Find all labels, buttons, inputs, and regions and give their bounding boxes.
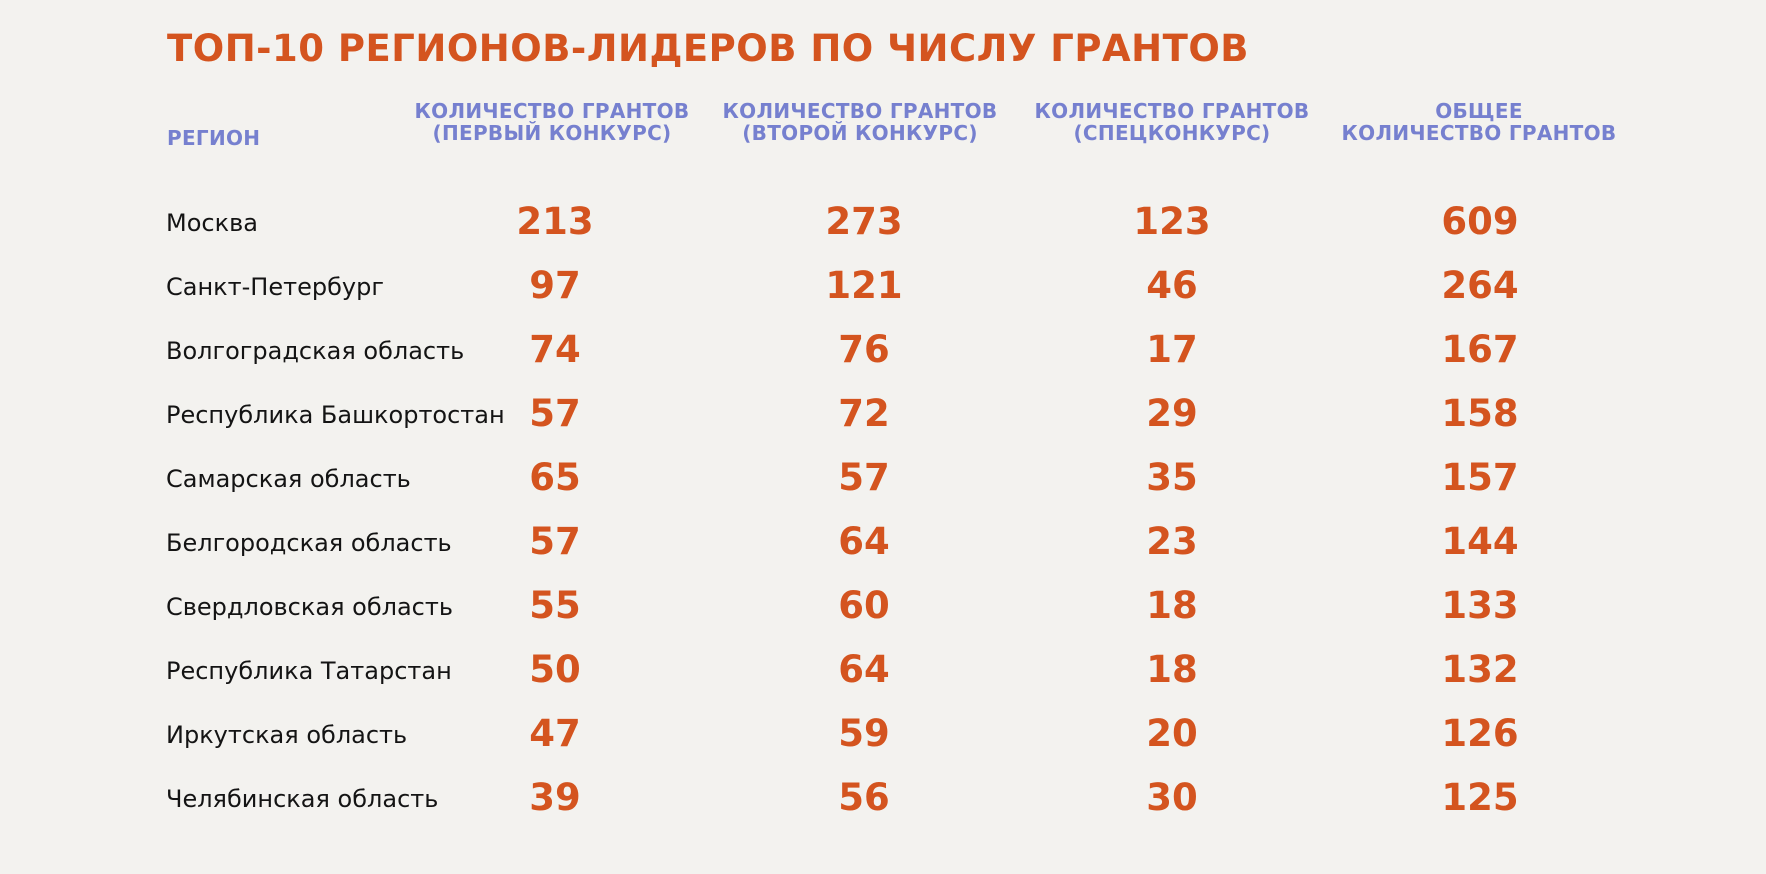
region-name: Белгородская область <box>166 529 452 557</box>
value-second-contest: 56 <box>838 776 890 819</box>
header-total: ОБЩЕЕ КОЛИЧЕСТВО ГРАНТОВ <box>1342 100 1617 144</box>
value-first-contest: 74 <box>529 328 581 371</box>
table-row: Белгородская область 57 64 23 144 <box>0 511 1766 575</box>
region-name: Санкт-Петербург <box>166 273 384 301</box>
header-special-contest: КОЛИЧЕСТВО ГРАНТОВ (СПЕЦКОНКУРС) <box>1035 100 1310 144</box>
header-total-line1: ОБЩЕЕ <box>1435 99 1523 123</box>
value-first-contest: 57 <box>529 392 581 435</box>
value-special-contest: 17 <box>1146 328 1198 371</box>
region-name: Челябинская область <box>166 785 439 813</box>
region-name: Иркутская область <box>166 721 408 749</box>
value-special-contest: 30 <box>1146 776 1198 819</box>
value-total: 126 <box>1441 712 1519 755</box>
region-name: Республика Башкортостан <box>166 401 505 429</box>
header-first-contest-line1: КОЛИЧЕСТВО ГРАНТОВ <box>414 99 690 123</box>
header-total-line2: КОЛИЧЕСТВО ГРАНТОВ <box>1341 121 1617 145</box>
region-name: Волгоградская область <box>166 337 465 365</box>
value-total: 167 <box>1441 328 1519 371</box>
value-first-contest: 97 <box>529 264 581 307</box>
region-name: Самарская область <box>166 465 411 493</box>
table-row: Самарская область 65 57 35 157 <box>0 447 1766 511</box>
value-second-contest: 57 <box>838 456 890 499</box>
value-second-contest: 60 <box>838 584 890 627</box>
value-total: 609 <box>1441 200 1519 243</box>
value-first-contest: 213 <box>516 200 594 243</box>
value-total: 133 <box>1441 584 1519 627</box>
table-row: Москва 213 273 123 609 <box>0 191 1766 255</box>
value-special-contest: 123 <box>1133 200 1211 243</box>
value-special-contest: 46 <box>1146 264 1198 307</box>
header-first-contest-line2: (ПЕРВЫЙ КОНКУРС) <box>432 121 672 145</box>
value-total: 158 <box>1441 392 1519 435</box>
value-second-contest: 121 <box>825 264 903 307</box>
region-name: Республика Татарстан <box>166 657 452 685</box>
header-special-contest-line2: (СПЕЦКОНКУРС) <box>1073 121 1271 145</box>
header-second-contest: КОЛИЧЕСТВО ГРАНТОВ (ВТОРОЙ КОНКУРС) <box>723 100 998 144</box>
value-first-contest: 47 <box>529 712 581 755</box>
value-special-contest: 18 <box>1146 648 1198 691</box>
table-row: Иркутская область 47 59 20 126 <box>0 703 1766 767</box>
value-second-contest: 64 <box>838 520 890 563</box>
value-second-contest: 59 <box>838 712 890 755</box>
value-first-contest: 57 <box>529 520 581 563</box>
value-second-contest: 64 <box>838 648 890 691</box>
table-row: Республика Татарстан 50 64 18 132 <box>0 639 1766 703</box>
value-special-contest: 23 <box>1146 520 1198 563</box>
table-row: Волгоградская область 74 76 17 167 <box>0 319 1766 383</box>
table-row: Санкт-Петербург 97 121 46 264 <box>0 255 1766 319</box>
header-special-contest-line1: КОЛИЧЕСТВО ГРАНТОВ <box>1034 99 1310 123</box>
value-total: 144 <box>1441 520 1519 563</box>
value-first-contest: 55 <box>529 584 581 627</box>
value-total: 132 <box>1441 648 1519 691</box>
region-name: Свердловская область <box>166 593 453 621</box>
value-total: 157 <box>1441 456 1519 499</box>
value-special-contest: 20 <box>1146 712 1198 755</box>
value-total: 264 <box>1441 264 1519 307</box>
value-second-contest: 72 <box>838 392 890 435</box>
header-first-contest: КОЛИЧЕСТВО ГРАНТОВ (ПЕРВЫЙ КОНКУРС) <box>415 100 690 144</box>
table-row: Свердловская область 55 60 18 133 <box>0 575 1766 639</box>
header-second-contest-line2: (ВТОРОЙ КОНКУРС) <box>742 121 978 145</box>
header-second-contest-line1: КОЛИЧЕСТВО ГРАНТОВ <box>722 99 998 123</box>
table-body: Москва 213 273 123 609 Санкт-Петербург 97 121 46… <box>0 191 1766 831</box>
value-special-contest: 29 <box>1146 392 1198 435</box>
value-second-contest: 76 <box>838 328 890 371</box>
table-row: Республика Башкортостан 57 72 29 158 <box>0 383 1766 447</box>
value-second-contest: 273 <box>825 200 903 243</box>
table-row: Челябинская область 39 56 30 125 <box>0 767 1766 831</box>
page-title: ТОП-10 РЕГИОНОВ-ЛИДЕРОВ ПО ЧИСЛУ ГРАНТОВ <box>167 27 1249 70</box>
region-name: Москва <box>166 209 258 237</box>
header-region: РЕГИОН <box>167 126 261 150</box>
value-first-contest: 65 <box>529 456 581 499</box>
value-special-contest: 18 <box>1146 584 1198 627</box>
value-first-contest: 50 <box>529 648 581 691</box>
value-total: 125 <box>1441 776 1519 819</box>
value-first-contest: 39 <box>529 776 581 819</box>
value-special-contest: 35 <box>1146 456 1198 499</box>
